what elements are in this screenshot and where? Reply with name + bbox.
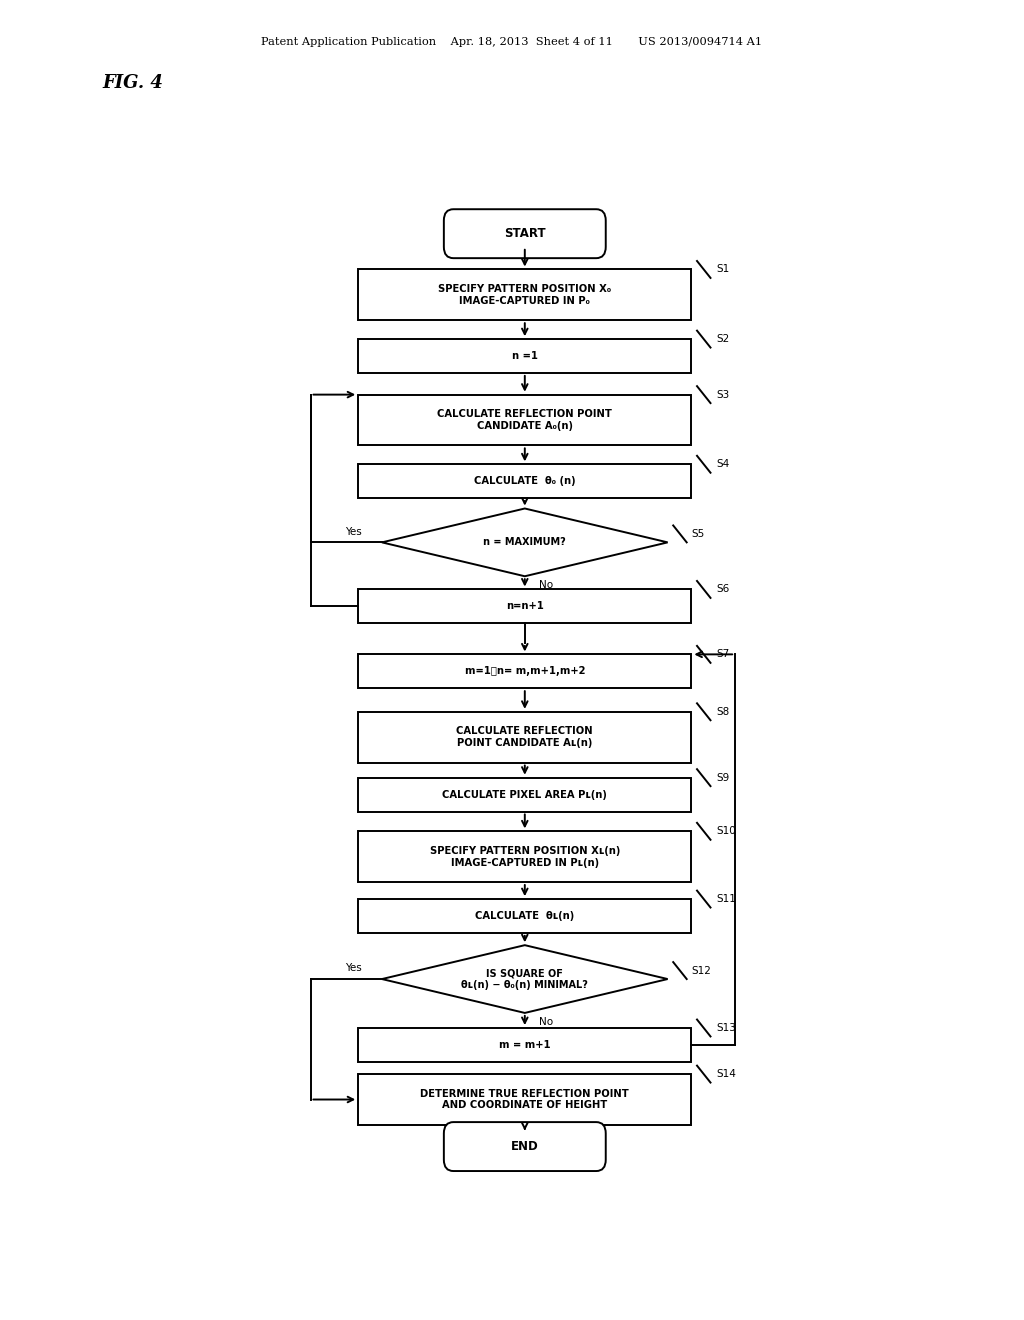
Text: S9: S9	[717, 772, 730, 783]
Text: S12: S12	[691, 965, 712, 975]
Text: S1: S1	[717, 264, 730, 275]
Bar	[358, 339, 691, 374]
Text: S5: S5	[691, 529, 705, 539]
Text: m = m+1: m = m+1	[499, 1040, 551, 1049]
Text: n =1: n =1	[512, 351, 538, 362]
Text: DETERMINE TRUE REFLECTION POINT
AND COORDINATE OF HEIGHT: DETERMINE TRUE REFLECTION POINT AND COOR…	[421, 1089, 629, 1110]
Bar	[358, 777, 691, 812]
Text: START: START	[504, 227, 546, 240]
Text: CALCULATE REFLECTION
POINT CANDIDATE Aʟ(n): CALCULATE REFLECTION POINT CANDIDATE Aʟ(…	[457, 726, 593, 748]
Text: S2: S2	[717, 334, 730, 345]
Text: m=1，n= m,m+1,m+2: m=1，n= m,m+1,m+2	[465, 667, 585, 676]
Text: S11: S11	[717, 894, 736, 904]
Text: n=n+1: n=n+1	[506, 602, 544, 611]
Text: S14: S14	[717, 1069, 736, 1080]
Text: SPECIFY PATTERN POSITION Xʟ(n)
IMAGE-CAPTURED IN Pʟ(n): SPECIFY PATTERN POSITION Xʟ(n) IMAGE-CAP…	[430, 846, 620, 867]
Text: IS SQUARE OF
θʟ(n) − θ₀(n) MINIMAL?: IS SQUARE OF θʟ(n) − θ₀(n) MINIMAL?	[462, 969, 588, 990]
FancyBboxPatch shape	[443, 1122, 606, 1171]
Text: CALCULATE REFLECTION POINT
CANDIDATE A₀(n): CALCULATE REFLECTION POINT CANDIDATE A₀(…	[437, 409, 612, 430]
Text: FIG. 4: FIG. 4	[102, 74, 163, 92]
Text: Yes: Yes	[345, 964, 362, 973]
Bar	[358, 1074, 691, 1125]
Text: n = MAXIMUM?: n = MAXIMUM?	[483, 537, 566, 548]
Text: Yes: Yes	[345, 527, 362, 537]
Text: S6: S6	[717, 585, 730, 594]
Bar	[358, 899, 691, 933]
FancyBboxPatch shape	[443, 210, 606, 259]
Bar	[358, 590, 691, 623]
Text: CALCULATE  θʟ(n): CALCULATE θʟ(n)	[475, 911, 574, 921]
Text: S3: S3	[717, 389, 730, 400]
Text: S7: S7	[717, 649, 730, 660]
Bar	[358, 1028, 691, 1061]
Text: CALCULATE  θ₀ (n): CALCULATE θ₀ (n)	[474, 477, 575, 486]
Bar	[358, 269, 691, 321]
Bar	[358, 395, 691, 445]
Text: CALCULATE PIXEL AREA Pʟ(n): CALCULATE PIXEL AREA Pʟ(n)	[442, 789, 607, 800]
Text: Patent Application Publication    Apr. 18, 2013  Sheet 4 of 11       US 2013/009: Patent Application Publication Apr. 18, …	[261, 37, 763, 48]
Text: END: END	[511, 1140, 539, 1154]
Bar	[358, 832, 691, 882]
Polygon shape	[382, 508, 668, 577]
Bar	[358, 711, 691, 763]
Text: S13: S13	[717, 1023, 736, 1034]
Text: S10: S10	[717, 826, 736, 837]
Text: No: No	[539, 1016, 553, 1027]
Text: No: No	[539, 579, 553, 590]
Text: S8: S8	[717, 706, 730, 717]
Polygon shape	[382, 945, 668, 1012]
Text: SPECIFY PATTERN POSITION X₀
IMAGE-CAPTURED IN P₀: SPECIFY PATTERN POSITION X₀ IMAGE-CAPTUR…	[438, 284, 611, 306]
Bar	[358, 465, 691, 498]
Text: S4: S4	[717, 459, 730, 470]
Bar	[358, 655, 691, 688]
